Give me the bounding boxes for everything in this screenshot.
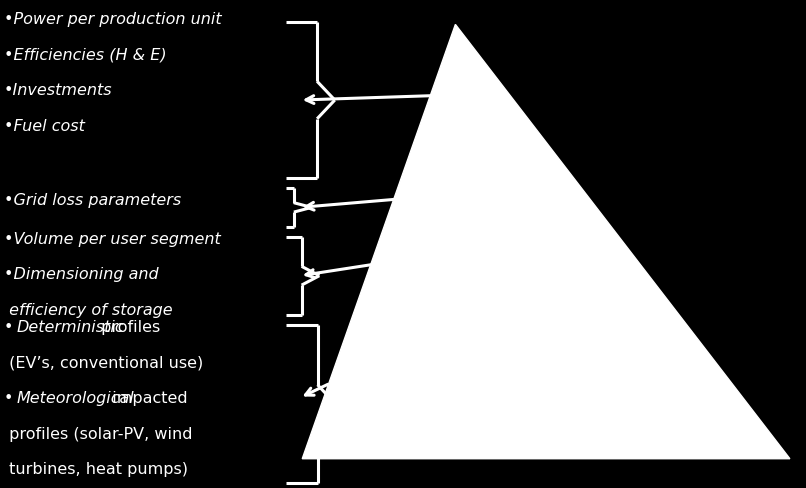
Text: •Efficiencies (H & E): •Efficiencies (H & E) <box>4 48 167 63</box>
Text: profiles (solar-PV, wind: profiles (solar-PV, wind <box>4 427 193 442</box>
Text: Deterministic: Deterministic <box>17 320 125 335</box>
Text: •Investments: •Investments <box>4 83 113 99</box>
Text: •Volume per user segment: •Volume per user segment <box>4 232 221 247</box>
Text: •Dimensioning and: •Dimensioning and <box>4 267 159 283</box>
Text: •Fuel cost: •Fuel cost <box>4 119 85 134</box>
Text: efficiency of storage: efficiency of storage <box>4 303 172 318</box>
Text: (EV’s, conventional use): (EV’s, conventional use) <box>4 355 203 370</box>
Text: Meteorological: Meteorological <box>17 391 135 406</box>
Text: •: • <box>4 391 14 406</box>
Text: •Grid loss parameters: •Grid loss parameters <box>4 193 181 208</box>
Text: •: • <box>4 320 14 335</box>
Text: impacted: impacted <box>102 391 188 406</box>
Text: •Power per production unit: •Power per production unit <box>4 12 222 27</box>
Polygon shape <box>302 24 790 459</box>
Text: turbines, heat pumps): turbines, heat pumps) <box>4 462 188 477</box>
Text: profiles: profiles <box>96 320 160 335</box>
